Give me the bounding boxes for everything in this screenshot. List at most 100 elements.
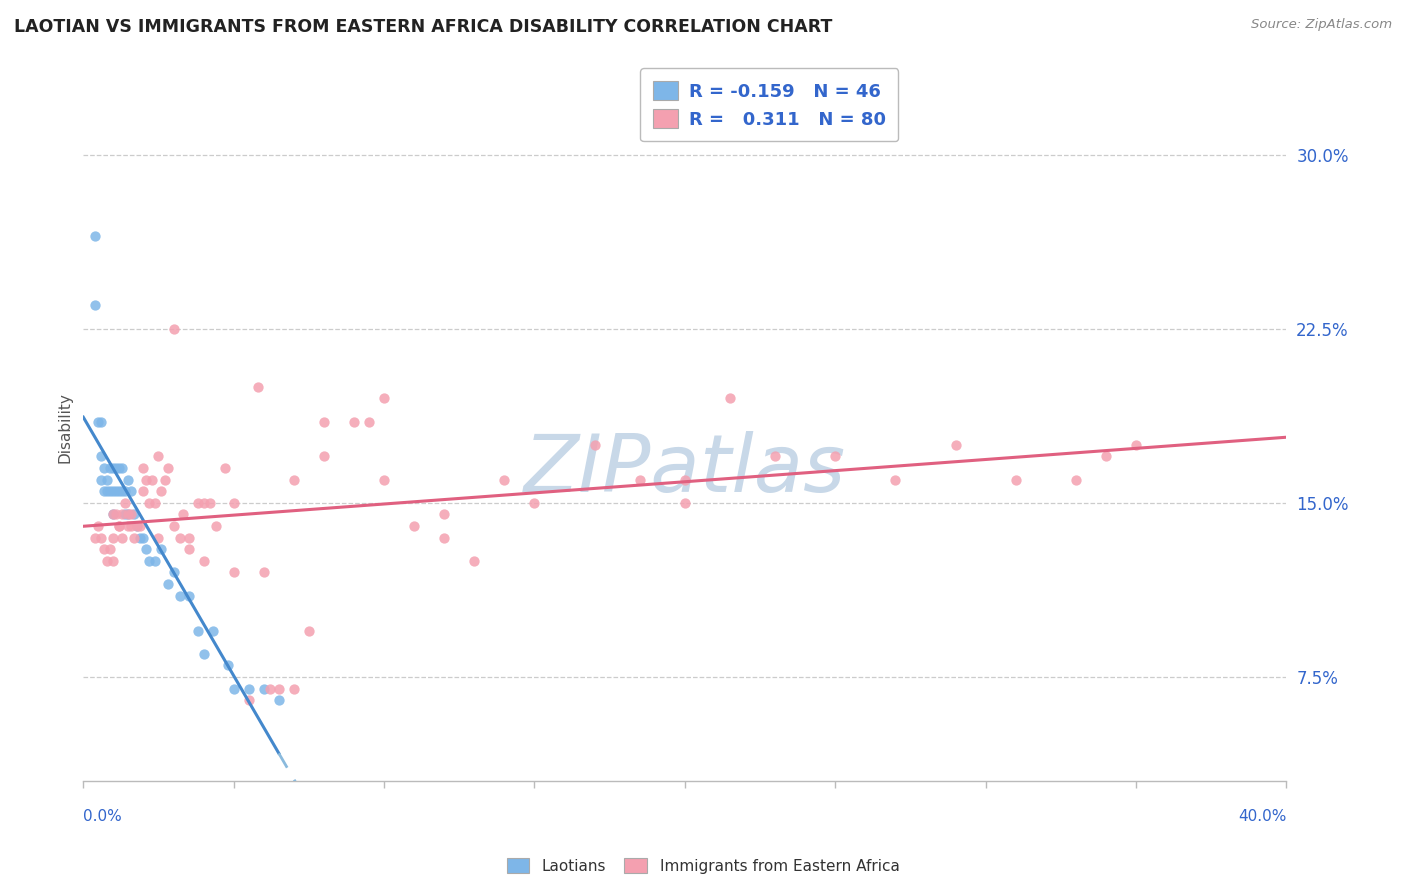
- Point: [150, 484, 173, 499]
- Point: [96, 484, 118, 499]
- Point: [156, 461, 179, 475]
- Legend: R = -0.159   N = 46, R =   0.311   N = 80: R = -0.159 N = 46, R = 0.311 N = 80: [640, 68, 898, 141]
- Point: [884, 473, 907, 487]
- Point: [87, 519, 110, 533]
- Point: [162, 566, 184, 580]
- Point: [253, 566, 276, 580]
- Point: [90, 450, 112, 464]
- Point: [824, 450, 846, 464]
- Text: 0.0%: 0.0%: [83, 809, 122, 824]
- Point: [129, 531, 152, 545]
- Point: [217, 658, 239, 673]
- Point: [141, 473, 163, 487]
- Point: [222, 496, 245, 510]
- Point: [132, 461, 155, 475]
- Point: [357, 415, 380, 429]
- Point: [583, 438, 606, 452]
- Point: [120, 519, 142, 533]
- Point: [90, 531, 112, 545]
- Point: [124, 508, 146, 522]
- Point: [96, 554, 118, 568]
- Point: [267, 693, 290, 707]
- Point: [98, 461, 121, 475]
- Point: [283, 681, 305, 696]
- Point: [108, 519, 131, 533]
- Point: [172, 508, 194, 522]
- Point: [90, 415, 112, 429]
- Point: [120, 484, 142, 499]
- Point: [148, 531, 170, 545]
- Point: [103, 484, 125, 499]
- Point: [343, 415, 366, 429]
- Point: [93, 484, 115, 499]
- Point: [117, 473, 139, 487]
- Text: ZIPatlas: ZIPatlas: [524, 431, 846, 508]
- Point: [127, 519, 149, 533]
- Point: [404, 519, 426, 533]
- Point: [132, 484, 155, 499]
- Point: [1064, 473, 1087, 487]
- Point: [132, 531, 155, 545]
- Point: [373, 473, 395, 487]
- Point: [111, 461, 134, 475]
- Point: [93, 461, 115, 475]
- Point: [90, 473, 112, 487]
- Point: [103, 531, 125, 545]
- Point: [177, 542, 200, 557]
- Point: [169, 531, 191, 545]
- Point: [108, 461, 131, 475]
- Point: [135, 473, 157, 487]
- Point: [117, 508, 139, 522]
- Point: [135, 542, 157, 557]
- Point: [193, 647, 215, 661]
- Point: [111, 508, 134, 522]
- Point: [108, 519, 131, 533]
- Point: [267, 681, 290, 696]
- Point: [945, 438, 967, 452]
- Point: [204, 519, 226, 533]
- Point: [673, 496, 696, 510]
- Point: [187, 624, 209, 638]
- Point: [114, 496, 136, 510]
- Point: [298, 624, 321, 638]
- Point: [222, 566, 245, 580]
- Point: [238, 693, 260, 707]
- Point: [138, 496, 160, 510]
- Point: [162, 321, 184, 335]
- Point: [98, 484, 121, 499]
- Point: [433, 531, 456, 545]
- Point: [105, 484, 128, 499]
- Text: Source: ZipAtlas.com: Source: ZipAtlas.com: [1251, 18, 1392, 31]
- Point: [162, 519, 184, 533]
- Point: [312, 415, 335, 429]
- Point: [105, 508, 128, 522]
- Point: [96, 473, 118, 487]
- Point: [373, 392, 395, 406]
- Point: [673, 473, 696, 487]
- Point: [1095, 450, 1118, 464]
- Point: [238, 681, 260, 696]
- Point: [148, 450, 170, 464]
- Point: [763, 450, 786, 464]
- Point: [283, 473, 305, 487]
- Point: [127, 519, 149, 533]
- Point: [124, 531, 146, 545]
- Point: [120, 508, 142, 522]
- Point: [138, 554, 160, 568]
- Point: [187, 496, 209, 510]
- Point: [111, 531, 134, 545]
- Point: [312, 450, 335, 464]
- Point: [105, 461, 128, 475]
- Point: [463, 554, 485, 568]
- Point: [156, 577, 179, 591]
- Point: [98, 542, 121, 557]
- Point: [259, 681, 281, 696]
- Point: [246, 380, 269, 394]
- Text: 40.0%: 40.0%: [1239, 809, 1286, 824]
- Point: [84, 228, 107, 243]
- Point: [108, 484, 131, 499]
- Point: [84, 298, 107, 312]
- Point: [117, 519, 139, 533]
- Point: [103, 508, 125, 522]
- Point: [177, 531, 200, 545]
